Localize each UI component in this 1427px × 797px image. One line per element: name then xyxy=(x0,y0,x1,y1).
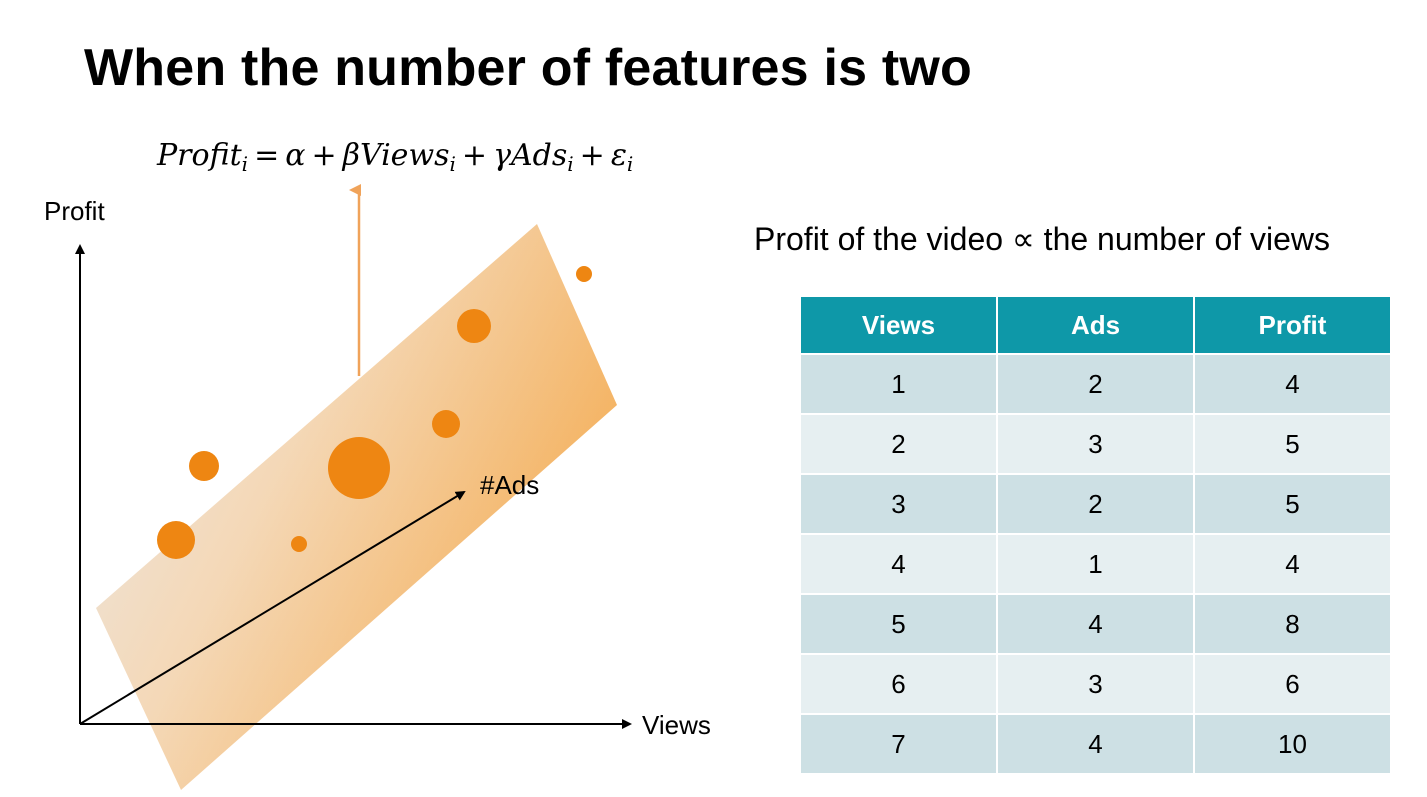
formula-gamma-ads: γAds xyxy=(493,138,568,173)
formula-subscript: i xyxy=(626,152,634,176)
regression-plane xyxy=(96,224,617,790)
formula-profit: Profit xyxy=(157,138,242,173)
table-cell: 6 xyxy=(1193,653,1392,715)
table-cell: 5 xyxy=(1193,413,1392,475)
table-cell: 4 xyxy=(996,713,1195,775)
table-cell: 2 xyxy=(996,353,1195,415)
formula-equals: = xyxy=(254,138,280,173)
formula-plus: + xyxy=(461,138,488,173)
table-cell: 3 xyxy=(799,473,998,535)
formula-alpha: α xyxy=(285,138,306,173)
data-point xyxy=(432,410,460,438)
regression-plane-diagram xyxy=(75,184,632,790)
table-cell: 2 xyxy=(996,473,1195,535)
table-row: 2 3 5 xyxy=(799,413,1392,475)
table-row: 5 4 8 xyxy=(799,593,1392,655)
table-row: 7 4 10 xyxy=(799,713,1392,775)
column-header-ads: Ads xyxy=(996,295,1195,355)
table-cell: 2 xyxy=(799,413,998,475)
x-axis-label: Views xyxy=(642,710,711,740)
data-point xyxy=(576,266,592,282)
column-header-profit: Profit xyxy=(1193,295,1392,355)
table-cell: 4 xyxy=(799,533,998,595)
formula-subscript: i xyxy=(241,152,249,176)
slide-title: When the number of features is two xyxy=(84,39,972,97)
table-cell: 4 xyxy=(996,593,1195,655)
data-point xyxy=(157,521,195,559)
table-cell: 10 xyxy=(1193,713,1392,775)
table-cell: 4 xyxy=(1193,353,1392,415)
data-point xyxy=(189,451,219,481)
data-point xyxy=(328,437,390,499)
formula-subscript: i xyxy=(567,152,574,176)
formula-plus: + xyxy=(311,138,337,173)
ads-axis xyxy=(79,490,466,725)
table-cell: 8 xyxy=(1193,593,1392,655)
table-cell: 1 xyxy=(799,353,998,415)
data-point xyxy=(457,309,491,343)
formula-plus: + xyxy=(579,138,605,173)
table-cell: 7 xyxy=(799,713,998,775)
ads-axis-label: #Ads xyxy=(480,470,540,500)
table-row: 6 3 6 xyxy=(799,653,1392,715)
formula-beta-views: βViews xyxy=(342,138,450,173)
table-row: 1 2 4 xyxy=(799,353,1392,415)
table-row: 3 2 5 xyxy=(799,473,1392,535)
formula-subscript: i xyxy=(449,152,456,176)
table-cell: 4 xyxy=(1193,533,1392,595)
table-cell: 3 xyxy=(996,653,1195,715)
table-cell: 5 xyxy=(1193,473,1392,535)
table-cell: 6 xyxy=(799,653,998,715)
table-cell: 1 xyxy=(996,533,1195,595)
y-axis-label: Profit xyxy=(44,196,105,226)
data-point xyxy=(291,536,307,552)
regression-formula: Profiti = α + βViewsi + γAdsi + εi xyxy=(157,138,634,176)
column-header-views: Views xyxy=(799,295,998,355)
table-cell: 5 xyxy=(799,593,998,655)
table-cell: 3 xyxy=(996,413,1195,475)
data-table: Views Ads Profit 1 2 4 2 3 5 3 2 5 4 1 4… xyxy=(799,295,1392,775)
proportionality-statement: Profit of the video ∝ the number of view… xyxy=(754,221,1331,257)
table-header-row: Views Ads Profit xyxy=(799,295,1392,355)
table-row: 4 1 4 xyxy=(799,533,1392,595)
formula-epsilon: ε xyxy=(610,138,627,173)
